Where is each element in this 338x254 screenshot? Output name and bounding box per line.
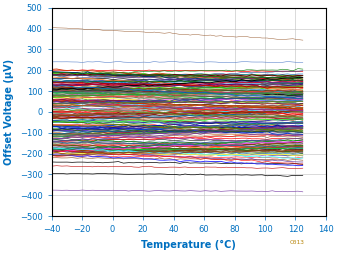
Text: C013: C013 xyxy=(289,240,304,245)
X-axis label: Temperature (°C): Temperature (°C) xyxy=(141,240,236,250)
Y-axis label: Offset Voltage (µV): Offset Voltage (µV) xyxy=(4,59,14,165)
